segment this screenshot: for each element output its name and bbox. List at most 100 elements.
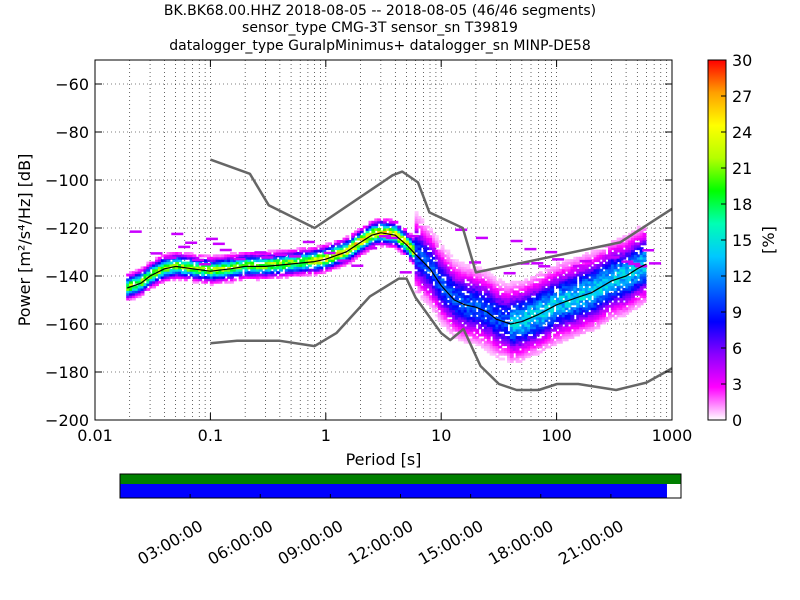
density-cell bbox=[449, 254, 454, 258]
density-cell bbox=[636, 237, 641, 241]
density-cell bbox=[423, 273, 428, 277]
density-cell bbox=[616, 285, 621, 289]
density-cell bbox=[628, 300, 633, 303]
density-cell bbox=[455, 264, 459, 267]
density-cell bbox=[354, 232, 358, 236]
density-cell bbox=[351, 252, 356, 255]
density-cell bbox=[596, 256, 601, 260]
density-cell bbox=[160, 259, 165, 263]
density-cell bbox=[573, 321, 578, 325]
density-cell bbox=[313, 252, 318, 255]
density-cell bbox=[152, 264, 157, 267]
density-cell bbox=[564, 261, 569, 265]
density-cell bbox=[362, 240, 367, 243]
density-cell bbox=[642, 273, 647, 277]
density-cell bbox=[639, 252, 644, 255]
density-cell bbox=[417, 261, 422, 265]
density-cell bbox=[227, 271, 232, 275]
density-cell bbox=[382, 237, 387, 241]
density-cell bbox=[155, 256, 159, 260]
density-cell bbox=[183, 268, 188, 272]
density-cell bbox=[302, 256, 307, 260]
density-cell bbox=[420, 237, 425, 241]
density-cell bbox=[365, 228, 370, 231]
density-cell bbox=[475, 312, 480, 315]
density-cell bbox=[417, 244, 422, 248]
density-cell bbox=[530, 300, 534, 303]
density-cell bbox=[596, 319, 601, 323]
density-cell bbox=[382, 228, 387, 231]
density-cell bbox=[527, 302, 532, 306]
density-cell bbox=[636, 225, 641, 229]
density-cell bbox=[561, 328, 566, 332]
density-cell bbox=[518, 316, 523, 320]
density-cell bbox=[250, 261, 255, 265]
density-cell bbox=[319, 249, 324, 253]
density-cell bbox=[564, 268, 569, 272]
density-cell bbox=[631, 254, 635, 258]
density-cell bbox=[267, 261, 272, 265]
density-cell bbox=[325, 242, 330, 246]
density-cell bbox=[206, 256, 211, 260]
density-cell bbox=[172, 278, 177, 282]
density-cell bbox=[457, 295, 462, 299]
density-cell bbox=[446, 288, 451, 291]
density-cell bbox=[481, 324, 485, 327]
density-cell bbox=[331, 259, 335, 263]
density-cell bbox=[515, 300, 520, 303]
density-cell bbox=[642, 285, 647, 289]
density-cell bbox=[541, 283, 546, 287]
density-cell bbox=[547, 336, 552, 339]
density-cell bbox=[440, 283, 445, 287]
density-cell bbox=[463, 271, 468, 275]
density-cell bbox=[276, 266, 281, 270]
density-cell bbox=[541, 290, 546, 294]
density-cell bbox=[593, 304, 598, 308]
nlnm-curve bbox=[210, 277, 673, 392]
density-cell bbox=[590, 300, 595, 303]
density-cell bbox=[616, 297, 621, 301]
density-cell bbox=[636, 280, 641, 284]
density-cell bbox=[446, 309, 451, 313]
density-cell bbox=[192, 258, 205, 262]
density-cell bbox=[619, 290, 624, 294]
density-cell bbox=[437, 264, 442, 267]
density-cell bbox=[166, 254, 171, 258]
density-cell bbox=[561, 288, 566, 291]
density-cell bbox=[531, 262, 544, 265]
density-cell bbox=[431, 295, 436, 299]
density-cell bbox=[336, 264, 341, 267]
density-cell bbox=[558, 273, 563, 277]
density-cell bbox=[564, 319, 569, 323]
density-cell bbox=[469, 321, 474, 325]
density-cell bbox=[227, 273, 232, 277]
density-cell bbox=[512, 357, 517, 361]
density-cell bbox=[310, 249, 315, 253]
density-cell bbox=[599, 290, 604, 294]
density-cell bbox=[553, 266, 558, 270]
density-cell bbox=[296, 266, 301, 270]
density-cell bbox=[224, 256, 229, 260]
density-cell bbox=[556, 261, 560, 265]
density-cell bbox=[155, 259, 159, 263]
density-cell bbox=[570, 280, 575, 284]
density-cell bbox=[325, 268, 330, 272]
density-cell bbox=[524, 297, 529, 301]
density-cell bbox=[599, 278, 604, 282]
density-cell bbox=[443, 280, 448, 284]
density-cell bbox=[599, 300, 604, 303]
density-cell bbox=[564, 278, 569, 282]
density-cell bbox=[535, 292, 540, 296]
density-cell bbox=[553, 268, 558, 272]
density-cell bbox=[339, 244, 344, 248]
density-cell bbox=[345, 235, 350, 239]
density-cell bbox=[307, 273, 312, 277]
density-cell bbox=[305, 266, 309, 270]
density-cell bbox=[596, 297, 601, 301]
density-cell bbox=[556, 324, 560, 327]
density-cell bbox=[633, 307, 638, 311]
density-cell bbox=[423, 237, 428, 241]
density-cell bbox=[550, 268, 555, 272]
density-cell bbox=[515, 326, 520, 330]
density-cell bbox=[561, 336, 566, 339]
